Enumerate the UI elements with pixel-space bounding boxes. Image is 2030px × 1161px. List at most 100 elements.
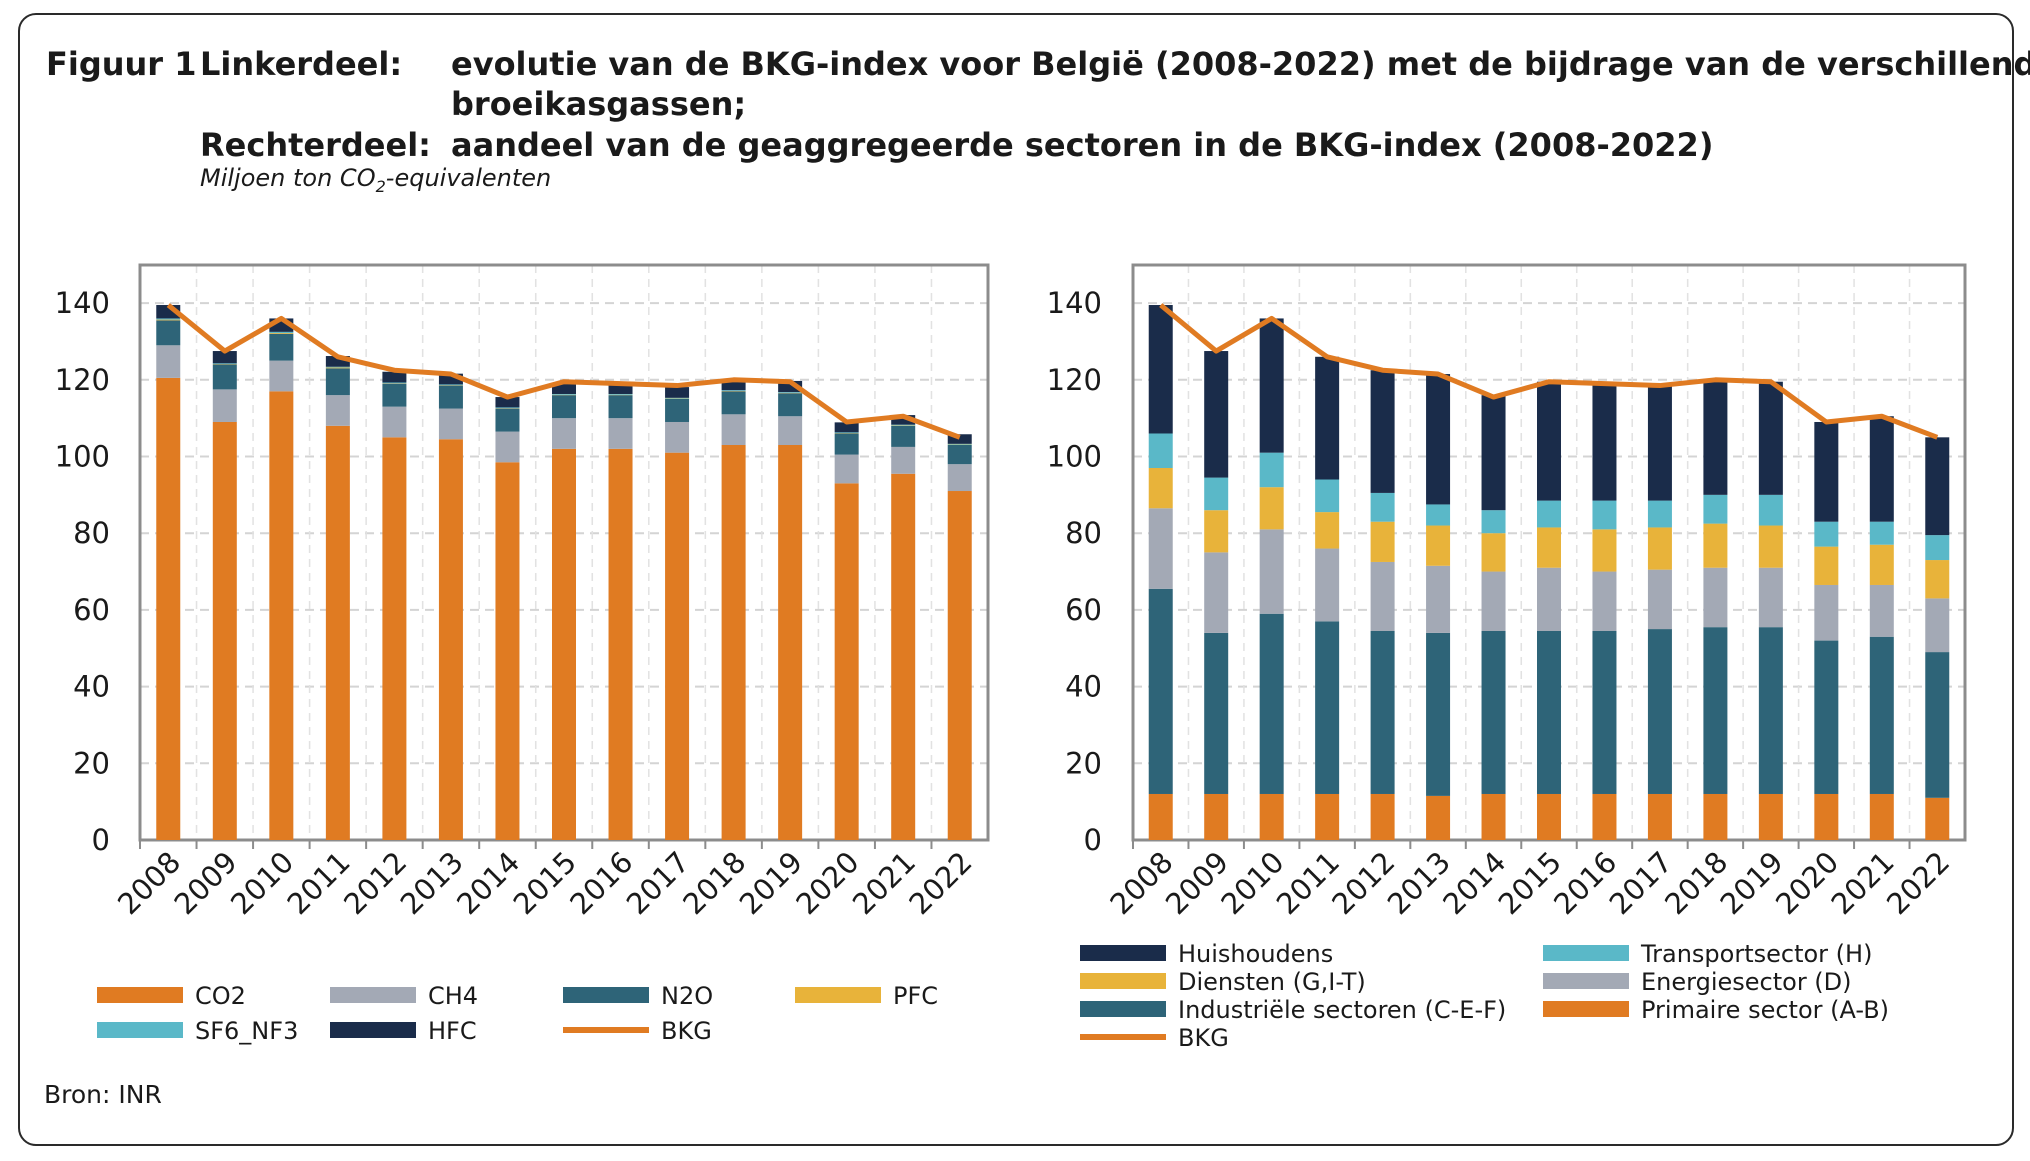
y-tick-label: 60 [73, 593, 110, 627]
bar-segment [382, 382, 407, 384]
bar-segment [1537, 567, 1561, 631]
bar-segment [891, 415, 916, 425]
legend-swatch [1543, 973, 1629, 989]
bar-segment [1758, 793, 1783, 840]
figure-frame [18, 13, 2014, 1146]
bar-segment [1204, 477, 1229, 511]
bkg-line [166, 303, 961, 440]
y-tick-label: 80 [1065, 516, 1102, 550]
bar-segment [834, 483, 859, 840]
bar-segment [1370, 630, 1395, 794]
bar-segment [1370, 370, 1395, 493]
y-tick-label: 20 [73, 746, 110, 780]
x-tick-label: 2019 [733, 845, 809, 921]
bar-segment [1259, 487, 1284, 530]
x-tick-label: 2010 [1214, 845, 1290, 921]
source-note: Bron: INR [44, 1080, 162, 1109]
y-tick-label: 100 [55, 440, 110, 474]
unit-subscript: 2 [375, 176, 386, 196]
bar-segment [1481, 395, 1506, 511]
bar-segment [382, 371, 407, 383]
bar-segment [947, 491, 972, 840]
bar-segment [382, 406, 407, 438]
bar-segment [552, 393, 576, 395]
bar-segment [1315, 621, 1340, 794]
bar-segment [1370, 521, 1395, 562]
bar-segment [1592, 529, 1617, 572]
bar-segment [947, 464, 972, 492]
x-tick-label: 2010 [224, 845, 300, 921]
unit-prefix: Miljoen ton CO [200, 164, 376, 192]
x-tick-label: 2017 [620, 845, 696, 921]
bar-segment [1703, 567, 1728, 628]
bar-segment [1758, 381, 1783, 495]
bar-segment [495, 408, 520, 432]
bar-segment [1758, 567, 1783, 628]
bar-segment [325, 366, 350, 368]
legend-swatch [97, 1022, 183, 1038]
bar-segment [269, 331, 294, 334]
bar-segment [721, 444, 746, 840]
legend-label: SF6_NF3 [195, 1017, 298, 1045]
bar-segment [665, 421, 690, 453]
bar-segment [891, 473, 916, 840]
bar-segment [1814, 640, 1839, 794]
bar-segment [1259, 452, 1284, 488]
bar-segment [665, 387, 690, 398]
bar-segment [1592, 500, 1617, 530]
bar-segment [1592, 383, 1617, 501]
bar-segment [1537, 630, 1561, 794]
bar-segment [1869, 416, 1894, 522]
y-tick-label: 0 [1084, 823, 1102, 857]
legend-label: BKG [661, 1017, 712, 1045]
bar-segment [325, 367, 350, 369]
legend-swatch [97, 987, 183, 1003]
x-tick-label: 2011 [1270, 845, 1346, 921]
bar-segment [1315, 512, 1340, 549]
legend-label: HFC [428, 1017, 477, 1045]
bar-segment [778, 416, 803, 445]
y-tick-label: 120 [55, 363, 110, 397]
bar-segment [438, 373, 463, 385]
legend-swatch [1080, 973, 1166, 989]
x-tick-label: 2013 [394, 845, 470, 921]
bar-segment [947, 444, 972, 465]
bar-segment [1426, 632, 1451, 796]
bar-segment [1204, 552, 1229, 633]
x-tick-label: 2009 [168, 845, 244, 921]
bar-segment [608, 395, 633, 419]
bar-segment [156, 320, 181, 346]
bar-segment [1148, 588, 1173, 794]
x-tick-label: 2014 [450, 845, 526, 921]
legend-label: Transportsector (H) [1640, 940, 1872, 968]
bar-segment [1148, 508, 1173, 589]
bar-segment [1259, 793, 1284, 840]
bar-segment [1647, 569, 1672, 630]
unit-suffix: -equivalenten [385, 164, 552, 192]
bar-segment [1315, 548, 1340, 622]
legend-swatch-line [563, 1027, 649, 1033]
legend-label: CO2 [195, 982, 246, 1010]
bar-segment [1204, 510, 1229, 553]
bar-segment [1592, 630, 1617, 794]
bar-segment [1315, 479, 1340, 513]
bar-segment [1925, 797, 1950, 840]
y-tick-label: 60 [1065, 593, 1102, 627]
bar-segment [1148, 468, 1173, 509]
bar-segment [1869, 544, 1894, 585]
bar-segment [495, 397, 520, 408]
bar-segment [834, 433, 859, 455]
bar-segment [665, 397, 690, 399]
bkg-line [1159, 303, 1939, 440]
bar-segment [891, 446, 916, 474]
bar-segment [721, 390, 746, 391]
bar-segment [438, 385, 463, 409]
chart-right: 0204060801001201402008200920102011201220… [1047, 263, 1967, 1052]
bar-segment [212, 351, 237, 364]
x-tick-label: 2014 [1436, 845, 1512, 921]
bar-segment [947, 434, 972, 444]
bar-segment [665, 452, 690, 840]
legend-label: Primaire sector (A-B) [1641, 996, 1889, 1024]
y-tick-label: 40 [1065, 670, 1102, 704]
bar-segment [1869, 793, 1894, 840]
